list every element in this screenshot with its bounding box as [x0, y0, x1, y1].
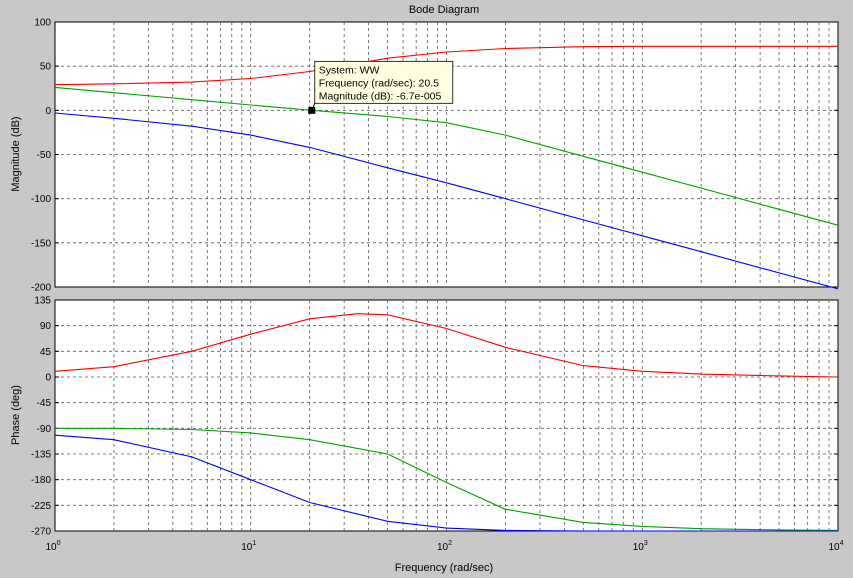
- phase-series-blue: [54, 434, 838, 532]
- magnitude-ytick-label: 100: [34, 18, 51, 29]
- datatip[interactable]: System: WW Frequency (rad/sec): 20.5 Mag…: [308, 60, 454, 114]
- frequency-x-ticks: 100 101 102 103 104: [45, 540, 843, 553]
- datatip-marker[interactable]: [308, 106, 316, 114]
- chart-title: Bode Diagram: [409, 4, 479, 16]
- x-tick-label: 101: [241, 540, 256, 553]
- magnitude-series-red: [54, 45, 838, 86]
- phase-ytick-label: -180: [31, 475, 51, 486]
- phase-ytick-label: -135: [31, 450, 51, 461]
- magnitude-ytick-label: -150: [31, 238, 51, 249]
- magnitude-axes[interactable]: -200 -150 -100 -50 0 50 100: [31, 18, 839, 294]
- phase-y-label: Phase (deg): [10, 385, 22, 445]
- x-tick-label: 100: [45, 540, 60, 553]
- phase-ytick-label: 0: [45, 373, 51, 384]
- magnitude-series: [54, 45, 839, 290]
- phase-ytick-label: -225: [31, 501, 51, 512]
- phase-series-green: [55, 427, 839, 531]
- phase-axes[interactable]: -270 -225 -180 -135 -90 -45 0 45 90 135: [31, 296, 839, 538]
- phase-y-ticks: -270 -225 -180 -135 -90 -45 0 45 90 135: [31, 296, 838, 538]
- datatip-box: [314, 60, 454, 104]
- datatip-magnitude: Magnitude (dB): -6.7e-005: [319, 90, 442, 102]
- datatip-frequency: Frequency (rad/sec): 20.5: [319, 77, 439, 89]
- magnitude-series-blue: [54, 112, 839, 290]
- phase-ytick-label: 135: [34, 296, 51, 307]
- magnitude-ytick-label: -50: [37, 150, 52, 161]
- phase-series-red: [54, 313, 839, 378]
- x-tick-label: 104: [828, 540, 843, 553]
- phase-ytick-label: -45: [37, 398, 52, 409]
- phase-ytick-label: -90: [37, 424, 52, 435]
- magnitude-ytick-label: -100: [31, 194, 51, 205]
- datatip-system: System: WW: [319, 64, 380, 76]
- phase-grid: [55, 300, 838, 531]
- magnitude-ytick-label: 0: [45, 106, 51, 117]
- magnitude-ytick-label: -200: [31, 283, 51, 294]
- phase-ytick-label: 90: [40, 321, 52, 332]
- magnitude-series-green: [54, 86, 839, 226]
- phase-series: [54, 313, 839, 532]
- frequency-x-label: Frequency (rad/sec): [395, 562, 493, 574]
- x-tick-label: 103: [633, 540, 648, 553]
- magnitude-ytick-label: 50: [40, 62, 52, 73]
- magnitude-y-ticks: -200 -150 -100 -50 0 50 100: [31, 18, 838, 294]
- x-tick-label: 102: [437, 540, 452, 553]
- phase-ytick-label: -270: [31, 527, 51, 538]
- phase-ytick-label: 45: [40, 347, 52, 358]
- magnitude-y-label: Magnitude (dB): [10, 116, 22, 191]
